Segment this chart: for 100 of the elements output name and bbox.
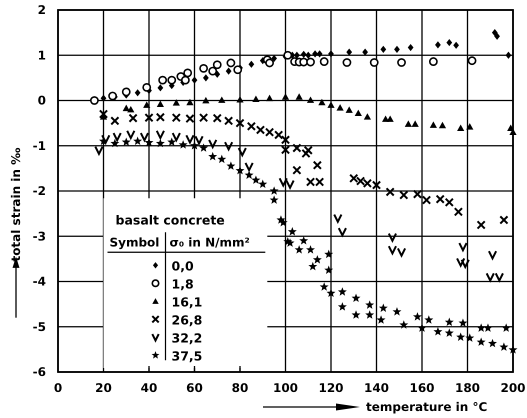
point xyxy=(134,89,141,96)
point xyxy=(172,132,181,142)
point xyxy=(133,136,142,146)
point xyxy=(365,300,374,309)
point xyxy=(386,187,395,197)
point xyxy=(444,198,454,207)
legend-label: 32,2 xyxy=(172,330,202,346)
point xyxy=(509,128,517,136)
point xyxy=(208,66,218,76)
point xyxy=(399,190,408,200)
legend-label: 26,8 xyxy=(172,312,202,328)
point xyxy=(212,60,222,70)
point xyxy=(270,195,279,204)
point xyxy=(412,190,422,199)
point xyxy=(288,227,297,236)
point xyxy=(251,175,260,184)
annotation: σ₀ in N/mm² xyxy=(170,235,250,250)
point xyxy=(376,315,386,324)
point xyxy=(217,154,226,164)
legend-label: 16,1 xyxy=(172,294,202,310)
point xyxy=(364,113,371,120)
point xyxy=(90,96,99,105)
point xyxy=(506,52,512,59)
point xyxy=(202,96,210,104)
point xyxy=(338,227,347,236)
legend-title: basalt concrete xyxy=(116,212,225,228)
point xyxy=(112,132,122,142)
point xyxy=(270,186,279,195)
point xyxy=(212,114,222,123)
point xyxy=(338,287,347,296)
point xyxy=(172,113,181,122)
point xyxy=(465,333,474,342)
point xyxy=(185,114,195,124)
point xyxy=(327,101,335,108)
point xyxy=(226,58,236,68)
point xyxy=(98,109,108,119)
point xyxy=(308,262,318,270)
x-tick-label: 100 xyxy=(272,381,298,395)
point xyxy=(186,98,194,106)
point xyxy=(412,120,419,127)
point xyxy=(456,332,466,341)
point xyxy=(444,328,454,337)
point xyxy=(142,82,152,92)
x-tick-label: 120 xyxy=(318,381,344,395)
point xyxy=(338,302,347,311)
point xyxy=(424,315,434,324)
point xyxy=(484,323,492,332)
point xyxy=(157,84,164,92)
y-tick-label: -1 xyxy=(32,138,46,153)
point xyxy=(226,161,236,170)
y-tick-label: -6 xyxy=(32,365,46,379)
point xyxy=(233,65,242,74)
point xyxy=(454,207,463,216)
point xyxy=(315,177,324,187)
point xyxy=(278,218,288,226)
point xyxy=(466,123,474,130)
point xyxy=(306,58,315,66)
point xyxy=(428,57,438,66)
x-tick-label: 40 xyxy=(140,381,158,395)
point xyxy=(265,58,274,68)
point xyxy=(167,76,176,85)
point xyxy=(430,121,437,128)
point xyxy=(144,113,154,122)
point xyxy=(183,68,192,78)
point xyxy=(202,74,209,82)
point xyxy=(333,214,342,223)
point xyxy=(292,166,302,175)
point xyxy=(372,180,382,190)
point xyxy=(392,307,402,316)
legend-label: 1,8 xyxy=(172,276,194,292)
point xyxy=(399,320,408,329)
point xyxy=(235,118,245,128)
point xyxy=(306,245,315,254)
point xyxy=(320,282,329,291)
point xyxy=(362,178,372,188)
point xyxy=(324,266,334,274)
y-tick-label: -3 xyxy=(32,229,46,244)
point xyxy=(453,42,460,49)
point xyxy=(296,93,303,100)
point xyxy=(397,58,406,67)
point xyxy=(349,174,358,183)
point xyxy=(404,120,412,127)
point xyxy=(433,327,442,336)
point xyxy=(110,116,120,126)
point xyxy=(252,96,260,102)
point xyxy=(468,56,476,66)
point xyxy=(336,104,344,111)
point xyxy=(312,50,318,58)
legend-label: 0,0 xyxy=(172,258,194,274)
point xyxy=(122,104,130,112)
y-tick-label: 2 xyxy=(38,3,46,17)
point xyxy=(122,88,131,96)
point xyxy=(294,245,304,254)
point xyxy=(306,177,316,187)
point xyxy=(499,215,508,225)
point xyxy=(94,146,104,155)
y-axis-title: total strain in ‰ xyxy=(9,148,23,262)
point xyxy=(356,176,366,186)
point xyxy=(312,160,322,170)
point xyxy=(266,94,274,102)
